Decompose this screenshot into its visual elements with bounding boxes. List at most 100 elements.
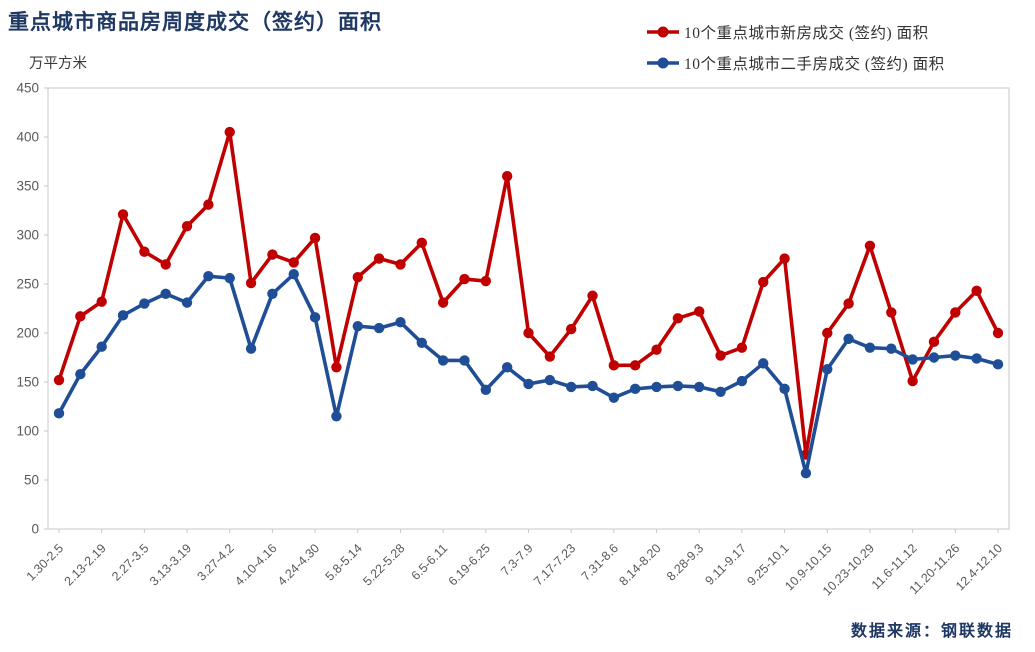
data-point bbox=[608, 392, 620, 403]
data-point bbox=[288, 257, 299, 268]
data-point bbox=[608, 360, 620, 371]
chart-title: 重点城市商品房周度成交（签约）面积 bbox=[8, 10, 382, 34]
data-point bbox=[96, 341, 107, 352]
data-point bbox=[181, 220, 193, 232]
data-point bbox=[715, 386, 726, 397]
data-point bbox=[331, 411, 342, 422]
data-point bbox=[437, 355, 449, 366]
data-point bbox=[139, 298, 150, 309]
x-tick-label: 8.14-8.20 bbox=[616, 541, 663, 588]
data-point bbox=[694, 306, 705, 317]
legend-item-new-homes: 10个重点城市新房成交 (签约) 面积 bbox=[646, 16, 945, 47]
y-axis-unit-label: 万平方米 bbox=[29, 56, 87, 72]
x-tick-label: 5.22-5.28 bbox=[360, 541, 407, 588]
data-point bbox=[672, 313, 684, 324]
series-new-homes bbox=[53, 126, 1004, 460]
data-point bbox=[886, 343, 897, 354]
x-tick-label: 2.13-2.19 bbox=[62, 541, 109, 588]
data-point bbox=[480, 275, 492, 287]
x-tick-label: 12.4-12.10 bbox=[953, 541, 1005, 593]
data-point bbox=[928, 336, 940, 348]
x-tick-label: 6.5-6.11 bbox=[409, 541, 451, 583]
x-tick-label: 7.31-8.6 bbox=[579, 541, 621, 583]
data-point bbox=[950, 350, 961, 361]
data-point bbox=[843, 298, 854, 309]
data-point bbox=[758, 358, 769, 369]
data-point bbox=[864, 342, 876, 353]
x-tick-label: 6.19-6.25 bbox=[446, 541, 493, 588]
x-tick-label: 2.27-3.5 bbox=[109, 541, 151, 583]
y-tick-label: 0 bbox=[31, 522, 39, 537]
data-point bbox=[416, 237, 427, 249]
data-point bbox=[992, 359, 1004, 370]
data-point bbox=[587, 380, 598, 392]
data-point bbox=[395, 317, 406, 328]
x-tick-label: 3.27-4.2 bbox=[195, 541, 237, 583]
data-point bbox=[501, 171, 513, 182]
data-point bbox=[779, 383, 790, 395]
data-point bbox=[950, 307, 961, 318]
data-point bbox=[224, 126, 235, 138]
data-point bbox=[245, 343, 257, 354]
data-point bbox=[395, 259, 406, 270]
data-point bbox=[864, 240, 876, 251]
data-point bbox=[651, 381, 662, 393]
data-point bbox=[139, 246, 150, 257]
data-point bbox=[907, 354, 918, 365]
x-tick-label: 1.30-2.5 bbox=[24, 541, 66, 583]
data-point bbox=[160, 259, 171, 270]
legend-marker-new-homes-icon bbox=[647, 26, 679, 37]
data-point bbox=[565, 381, 577, 393]
y-tick-label: 250 bbox=[16, 277, 39, 292]
y-axis: 0 50 100 150 200 250 300 350 400 450 bbox=[16, 81, 48, 537]
x-tick-label: 7.3-7.9 bbox=[498, 541, 535, 578]
legend-label-new-homes: 10个重点城市新房成交 (签约) 面积 bbox=[684, 24, 929, 42]
data-point bbox=[160, 288, 171, 299]
data-point bbox=[53, 374, 65, 386]
legend: 10个重点城市新房成交 (签约) 面积 10个重点城市二手房成交 (签约) 面积 bbox=[646, 16, 945, 78]
series-line-new-homes bbox=[57, 130, 1000, 457]
data-point bbox=[694, 381, 705, 393]
data-point bbox=[886, 307, 897, 318]
data-point bbox=[928, 352, 940, 363]
data-point bbox=[267, 288, 278, 299]
data-point bbox=[459, 273, 470, 285]
data-point bbox=[75, 368, 86, 380]
data-point bbox=[437, 297, 449, 308]
data-point bbox=[565, 323, 577, 335]
x-tick-label: 3.13-3.19 bbox=[147, 541, 194, 588]
data-point bbox=[822, 364, 833, 375]
data-point bbox=[587, 290, 598, 301]
data-point bbox=[53, 408, 65, 419]
x-tick-label: 8.28-9.3 bbox=[664, 541, 706, 583]
data-point bbox=[736, 375, 748, 387]
data-point bbox=[267, 249, 278, 260]
data-point bbox=[309, 232, 321, 244]
data-point bbox=[480, 384, 492, 396]
data-point bbox=[459, 355, 470, 366]
data-point bbox=[373, 253, 385, 264]
y-tick-label: 200 bbox=[16, 326, 39, 341]
legend-marker-secondhand-homes-icon bbox=[647, 57, 679, 68]
x-tick-label: 5.8-5.14 bbox=[323, 541, 365, 583]
y-tick-label: 300 bbox=[16, 228, 39, 243]
data-point bbox=[779, 253, 790, 264]
data-point bbox=[416, 337, 427, 348]
y-tick-label: 50 bbox=[24, 473, 39, 488]
data-point bbox=[672, 380, 684, 392]
data-point bbox=[800, 467, 812, 479]
data-point bbox=[224, 272, 235, 284]
y-tick-label: 100 bbox=[16, 424, 39, 439]
data-point bbox=[309, 312, 321, 323]
series-secondhand-homes bbox=[53, 269, 1004, 479]
y-tick-label: 450 bbox=[16, 81, 39, 96]
data-point bbox=[630, 360, 641, 371]
data-point bbox=[523, 378, 534, 390]
x-tick-label: 9.11-9.17 bbox=[702, 541, 749, 588]
data-point bbox=[501, 362, 513, 373]
x-tick-label: 4.24-4.30 bbox=[275, 541, 322, 588]
data-point bbox=[96, 296, 107, 307]
data-point bbox=[288, 269, 299, 280]
